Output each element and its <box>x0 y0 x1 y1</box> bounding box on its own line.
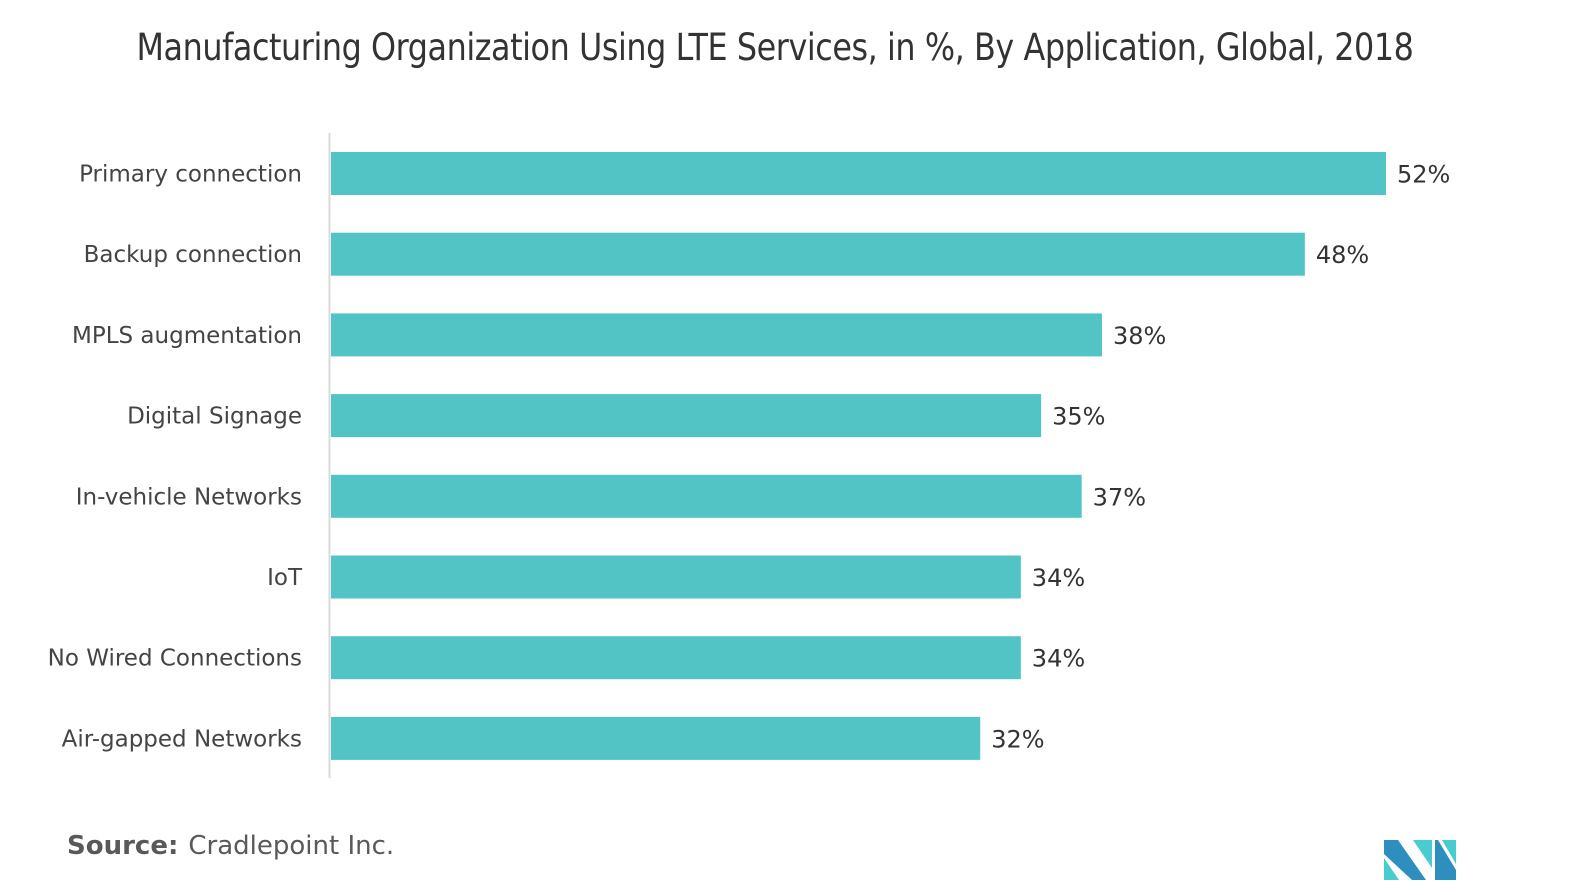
value-label: 37% <box>1093 483 1146 511</box>
mordor-intelligence-logo-icon <box>1384 840 1456 880</box>
value-label: 35% <box>1052 403 1105 431</box>
value-label: 34% <box>1032 645 1085 673</box>
category-label: Digital Signage <box>127 404 302 430</box>
chart-title: Manufacturing Organization Using LTE Ser… <box>136 26 1414 69</box>
category-label: Air-gapped Networks <box>62 726 302 752</box>
category-label: No Wired Connections <box>48 646 302 672</box>
bar-no-wired-connections <box>331 636 1021 680</box>
value-label: 38% <box>1113 322 1166 350</box>
bar-digital-signage <box>331 394 1042 438</box>
source-label: Source: <box>67 831 179 861</box>
category-label: Primary connection <box>79 162 302 188</box>
bar-iot <box>331 555 1021 599</box>
bar-primary-connection <box>331 152 1386 195</box>
category-label: MPLS augmentation <box>72 323 302 349</box>
value-label: 32% <box>991 725 1044 753</box>
source-note: Source: Cradlepoint Inc. <box>67 831 394 861</box>
bars-group: Primary connection 52% Backup connection 48… <box>48 152 1450 760</box>
value-label: 52% <box>1397 161 1450 189</box>
source-value: Cradlepoint Inc. <box>188 831 395 861</box>
value-label: 34% <box>1032 564 1085 592</box>
bar-mpls-augmentation <box>331 313 1102 357</box>
category-label: Backup connection <box>84 242 302 268</box>
category-label: IoT <box>267 565 303 591</box>
bar-in-vehicle-networks <box>331 474 1082 518</box>
bar-backup-connection <box>331 232 1305 276</box>
value-label: 48% <box>1316 241 1369 269</box>
category-label: In-vehicle Networks <box>76 484 302 510</box>
bar-air-gapped-networks <box>331 716 981 760</box>
